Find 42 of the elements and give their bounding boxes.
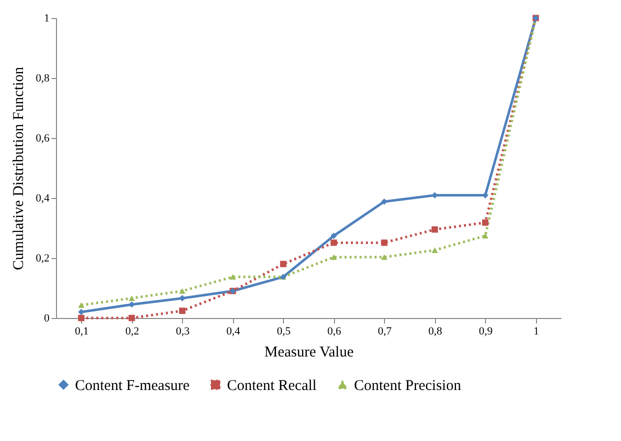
x-tick-label: 0,9 xyxy=(478,326,494,338)
point xyxy=(230,274,236,280)
y-tick-label: 0 xyxy=(44,312,50,324)
y-tick-label: 1 xyxy=(44,12,50,24)
x-tick-label: 0,1 xyxy=(74,326,89,338)
y-tick-label: 0,2 xyxy=(36,252,50,264)
point xyxy=(432,226,438,233)
point xyxy=(381,240,388,246)
point xyxy=(128,301,135,308)
point xyxy=(330,240,337,246)
x-axis-title: Measure Value xyxy=(264,344,354,360)
point xyxy=(381,254,388,260)
point xyxy=(78,308,84,316)
x-tick-label: 0,6 xyxy=(327,326,342,338)
legend-label: Content Precision xyxy=(354,378,462,394)
legend-label: Content F-measure xyxy=(75,378,190,394)
point xyxy=(280,260,286,268)
point xyxy=(179,295,186,302)
x-tick-label: 0,2 xyxy=(125,326,140,338)
point xyxy=(482,233,488,239)
x-tick-label: 0,3 xyxy=(176,326,190,338)
point xyxy=(128,314,135,322)
point xyxy=(432,247,438,253)
legend-label: Content Recall xyxy=(227,378,317,394)
point xyxy=(78,314,84,322)
y-axis-title: Cumulative Distribution Function xyxy=(10,66,27,270)
point xyxy=(482,219,488,226)
point xyxy=(381,198,388,205)
x-tick-label: 0,7 xyxy=(378,326,392,338)
x-tick-label: 0,8 xyxy=(428,326,443,338)
x-tick-label: 0,5 xyxy=(276,326,292,338)
x-tick-label: 0,4 xyxy=(226,326,241,338)
x-tick-label: 1 xyxy=(534,326,539,338)
point xyxy=(128,295,135,301)
point xyxy=(179,288,186,294)
point xyxy=(78,302,84,308)
point xyxy=(330,254,337,260)
point xyxy=(330,232,337,239)
y-tick-label: 0,8 xyxy=(36,72,50,84)
point xyxy=(179,308,186,314)
y-tick-label: 0,4 xyxy=(36,192,50,204)
y-tick-label: 0,6 xyxy=(36,132,50,144)
